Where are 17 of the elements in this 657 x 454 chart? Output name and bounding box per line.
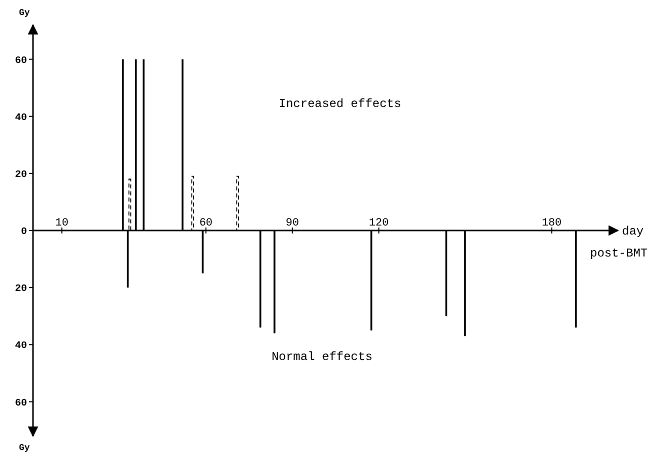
y-tick-label: 40 <box>14 341 27 352</box>
x-tick-label: 120 <box>368 218 389 230</box>
text: Gy <box>19 443 30 453</box>
y-tick-label: 40 <box>14 112 27 124</box>
y-tick-label: 20 <box>14 284 27 296</box>
y-tick-label: 60 <box>14 398 27 410</box>
x-tick-label: 180 <box>542 218 562 230</box>
x-tick-label: 60 <box>199 218 213 230</box>
x-tick-label: 10 <box>55 218 68 230</box>
y-tick-label: 20 <box>14 170 27 181</box>
annotation: Increased effects <box>278 97 402 112</box>
x-axis-title: day post-BMT <box>590 224 648 260</box>
x-tick-label: 90 <box>286 218 299 230</box>
annotation: Normal effects <box>272 350 372 364</box>
y-axis-title: Gy <box>19 8 30 18</box>
y-tick-label: 60 <box>14 56 27 67</box>
y-tick-label: 0 <box>20 227 27 238</box>
